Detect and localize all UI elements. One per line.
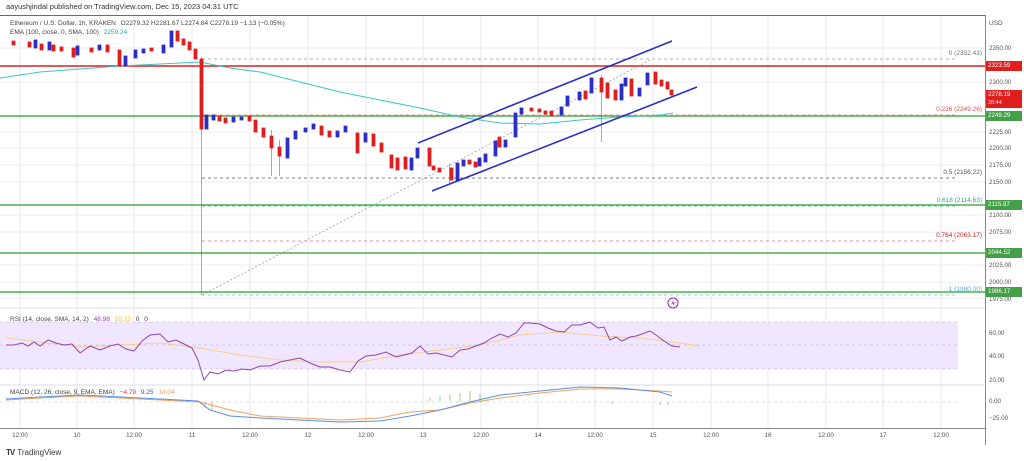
time-tick: 12:00 (587, 432, 603, 439)
macd-hist-value: −4.79 (119, 389, 137, 396)
ohlc-values: O2279.32 H2281.67 L2274.84 C2278.19 −1.1… (120, 20, 285, 27)
price-tick: 2100.00 (989, 212, 1012, 219)
time-tick: 12:00 (473, 432, 489, 439)
rsi-tick: 20.00 (989, 377, 1005, 384)
published-caption: aayushjindal published on TradingView.co… (6, 2, 239, 11)
rsi-label: RSI (14, close, SMA, 14, 2) (10, 316, 89, 323)
rsi-extra-2: 0 (144, 316, 148, 323)
time-tick: 14 (534, 432, 542, 439)
rsi-extra-1: 0 (135, 316, 140, 323)
rsi-tick: 60.00 (989, 330, 1005, 337)
price-tick: 2350.00 (989, 45, 1012, 52)
macd-value: 9.25 (140, 389, 154, 396)
tradingview-logo-icon: TV (6, 448, 15, 457)
symbol-name: Ethereum / U.S. Dollar, 1h, KRAKEN (10, 20, 116, 27)
ema-value: 2259.24 (103, 29, 128, 36)
time-tick: 12:00 (818, 432, 834, 439)
rsi-legend: RSI (14, close, SMA, 14, 2) 48.98 58.35 … (10, 316, 148, 323)
rsi-tick: 40.00 (989, 353, 1005, 360)
support-1986-tag: 1986.17 (986, 287, 1022, 297)
macd-tick: −25.00 (989, 415, 1009, 422)
price-tick: 2150.00 (989, 179, 1012, 186)
support-2044-tag: 2044.52 (986, 248, 1022, 258)
macd-legend: MACD (12, 26, close, 9, EMA, EMA) −4.79 … (10, 389, 175, 396)
ema-label: EMA (100, close, 0, SMA, 100) (10, 29, 99, 36)
fib-0618-label: 0.618 (2114.63) (936, 197, 982, 204)
fib-levels (202, 58, 958, 296)
time-tick: 16 (764, 432, 772, 439)
rsi-ma-value: 58.35 (114, 316, 131, 323)
time-tick: 10 (73, 432, 81, 439)
price-tick: 1975.00 (989, 296, 1012, 303)
channel-lower (431, 86, 698, 192)
grid-horizontal (0, 47, 985, 299)
price-tick: 2200.00 (989, 145, 1012, 152)
fib-1-label: 1 (1980.00) (948, 286, 982, 293)
macd-line (5, 386, 673, 423)
time-tick: 12:00 (242, 432, 258, 439)
macd-tick: 0.00 (989, 398, 1002, 405)
time-tick: 13 (419, 432, 427, 439)
price-tick: 2225.00 (989, 129, 1012, 136)
currency-label: USD (989, 20, 1003, 27)
current-price-tag: 2278.19 28:44 (986, 90, 1022, 108)
fib-0764-label: 0.764 (2063.17) (936, 232, 982, 239)
time-tick: 12:00 (933, 432, 949, 439)
lightning-alert-icon[interactable] (667, 297, 679, 309)
tradingview-footer[interactable]: TV TradingView (6, 448, 61, 457)
fib-0-label: 0 (2332.43) (948, 50, 982, 57)
tradingview-brand: TradingView (17, 448, 62, 457)
candles (11, 30, 674, 295)
current-price: 2278.19 (988, 91, 1011, 98)
price-tick: 2075.00 (989, 229, 1012, 236)
macd-label: MACD (12, 26, close, 9, EMA, EMA) (10, 389, 115, 396)
header-divider (0, 15, 985, 16)
support-2115-tag: 2115.97 (986, 200, 1022, 210)
resistance-price-tag: 2323.59 (986, 61, 1022, 71)
price-tick: 2025.00 (989, 262, 1012, 269)
symbol-legend: Ethereum / U.S. Dollar, 1h, KRAKEN O2279… (10, 20, 285, 27)
ema-price-tag: 2249.29 (986, 111, 1022, 121)
bar-countdown: 28:44 (988, 100, 1002, 106)
price-axis-border (985, 15, 986, 445)
price-tick: 2300.00 (989, 79, 1012, 86)
time-axis-border (0, 428, 985, 429)
macd-histogram (429, 391, 481, 401)
fib-05-label: 0.5 (2156.22) (943, 169, 982, 176)
time-tick: 11 (188, 432, 196, 439)
channel-upper (417, 40, 673, 144)
macd-signal-value: 14.04 (158, 389, 175, 396)
time-tick: 12:00 (703, 432, 719, 439)
time-tick: 12:00 (358, 432, 374, 439)
ema-legend: EMA (100, close, 0, SMA, 100) 2259.24 (10, 29, 127, 36)
rsi-value: 48.98 (93, 316, 110, 323)
price-tick: 2000.00 (989, 279, 1012, 286)
rsi-line (6, 321, 681, 382)
fib-0236-label: 0.236 (2249.26) (936, 106, 982, 113)
time-tick: 17 (879, 432, 887, 439)
time-tick: 12 (304, 432, 312, 439)
macd-signal-line (5, 388, 673, 421)
time-tick: 12:00 (126, 432, 142, 439)
time-tick: 12:00 (12, 432, 28, 439)
time-tick: 15 (649, 432, 657, 439)
price-tick: 2175.00 (989, 162, 1012, 169)
